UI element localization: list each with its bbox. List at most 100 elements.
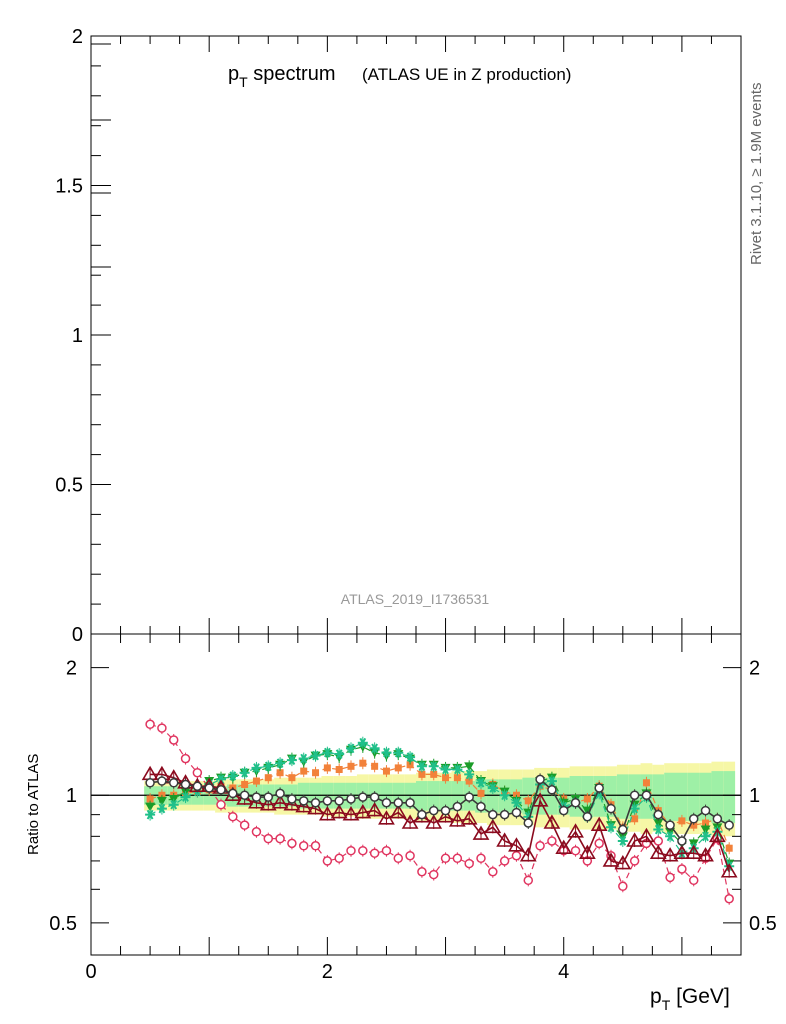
marker-star [499,790,510,801]
marker-open-triangle [342,806,360,821]
marker-open-circle [677,836,687,846]
marker-open-circle [653,809,664,820]
marker-square [524,797,532,805]
marker-triangle-down [700,825,711,835]
marker-open-circle [476,801,486,812]
marker-open-circle [322,796,333,806]
marker-triangle-down [653,819,664,829]
marker-open-triangle [555,839,573,855]
marker-star [487,783,498,793]
marker-open-circle [488,867,498,877]
marker-open-circle [511,850,522,861]
upper-y-tick-label: 1 [72,325,83,347]
marker-open-circle [310,841,321,851]
marker-star [322,747,333,758]
marker-square [371,762,379,770]
ratio-y-tick-label-right: 1 [749,785,760,807]
marker-star [440,764,451,775]
marker-open-circle [168,735,179,745]
marker-square [347,762,355,770]
marker-open-circle [547,785,557,795]
marker-open-circle [298,796,309,806]
marker-open-circle [428,869,439,880]
marker-open-triangle [567,823,584,838]
marker-open-circle [665,872,675,883]
marker-open-circle [558,805,569,816]
marker-open-triangle [543,814,561,829]
band-inner-bin [664,772,676,821]
marker-open-circle [157,776,167,786]
marker-square [725,844,733,852]
marker-open-triangle [460,810,478,825]
marker-open-circle [724,894,734,904]
marker-open-triangle [283,796,301,811]
marker-square [583,795,591,803]
marker-open-circle [677,864,687,874]
x-tick-label: 2 [322,961,333,983]
title-rest: spectrum [248,63,336,85]
marker-open-circle [464,858,474,869]
marker-open-circle [381,798,392,808]
marker-open-circle [287,794,297,804]
marker-star [346,743,356,754]
series-black-open-circle [145,773,734,847]
marker-square [300,767,308,775]
marker-open-triangle [330,804,348,819]
marker-triangle-down [464,762,475,772]
marker-open-circle [228,811,238,822]
marker-square [335,765,343,773]
marker-open-circle [724,820,734,830]
marker-square [631,815,639,823]
marker-triangle-down [156,796,167,806]
marker-open-circle [310,798,321,808]
series-layer [141,718,738,905]
upper-y-tick-label: 0.5 [55,475,83,497]
marker-open-circle [369,848,380,858]
marker-square [690,821,698,829]
marker-open-triangle [259,796,277,811]
marker-star [416,761,427,772]
marker-open-circle [499,809,510,820]
marker-star [546,776,557,786]
marker-triangle-down [145,802,156,812]
band-inner-bin [616,774,629,819]
marker-open-circle [440,853,451,864]
marker-star [381,747,392,758]
marker-square [702,819,710,827]
marker-open-circle [476,853,486,864]
marker-open-circle [629,790,640,800]
marker-square [477,789,485,797]
marker-open-circle [192,767,203,778]
marker-open-triangle [508,837,525,852]
marker-open-circle [570,845,581,856]
marker-square [264,774,272,782]
marker-open-circle [452,801,463,812]
marker-open-circle [594,783,604,793]
marker-open-circle [192,781,203,791]
marker-open-circle [263,792,274,802]
marker-open-circle [488,809,498,820]
band-inner-bin [711,771,724,824]
marker-square [465,777,473,785]
marker-square [146,795,154,803]
marker-open-circle [204,783,214,793]
marker-open-circle [523,875,534,886]
marker-open-triangle [590,816,608,831]
marker-open-triangle [661,847,679,862]
analysis-label: ATLAS_2019_I1736531 [341,591,490,607]
marker-star [145,809,156,820]
xlabel-main: p [650,985,662,1008]
rivet-version-label: Rivet 3.1.10, ≥ 1.9M events [748,83,765,266]
marker-open-circle [688,814,699,824]
marker-square [252,777,260,785]
upper-y-tick-label: 0 [72,624,83,646]
marker-star [405,752,416,762]
chart-title-paren: (ATLAS UE in Z production) [362,65,571,84]
marker-open-triangle [437,808,454,823]
marker-open-circle [358,845,368,856]
band-inner-bin [652,774,665,819]
marker-open-circle [417,809,427,820]
marker-open-circle [145,778,155,788]
marker-open-circle [334,796,344,806]
marker-open-triangle [318,806,336,821]
